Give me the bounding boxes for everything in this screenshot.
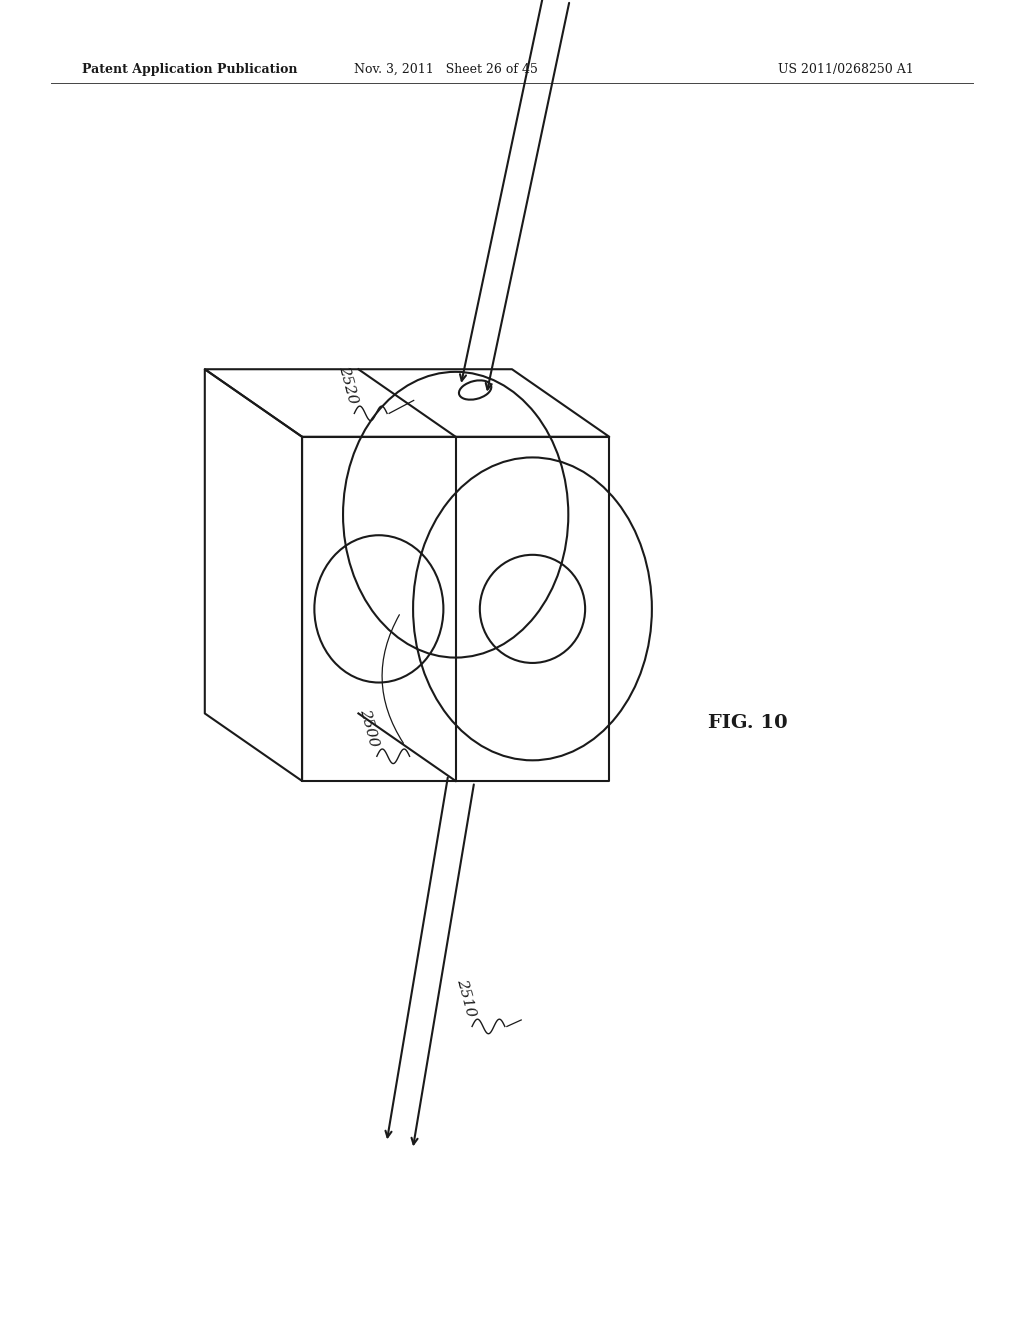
Text: 2520: 2520 bbox=[336, 364, 360, 405]
Text: FIG. 10: FIG. 10 bbox=[708, 714, 787, 731]
Text: 2510: 2510 bbox=[454, 977, 478, 1019]
Text: US 2011/0268250 A1: US 2011/0268250 A1 bbox=[778, 63, 914, 75]
Text: 2500: 2500 bbox=[356, 708, 381, 748]
Text: Patent Application Publication: Patent Application Publication bbox=[82, 63, 297, 75]
Text: Nov. 3, 2011   Sheet 26 of 45: Nov. 3, 2011 Sheet 26 of 45 bbox=[353, 63, 538, 75]
